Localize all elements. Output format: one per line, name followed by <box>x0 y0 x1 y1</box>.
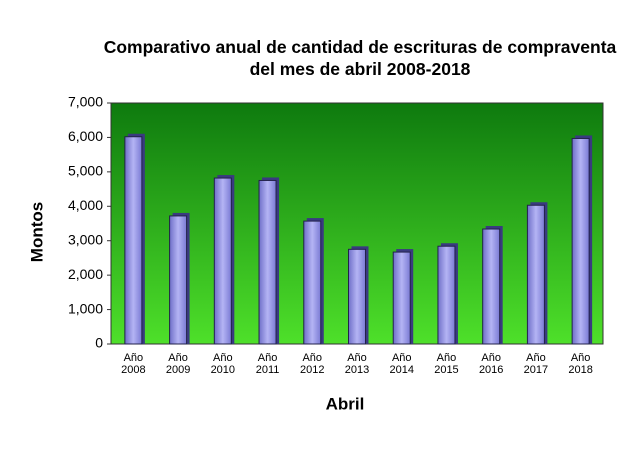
bar <box>124 136 143 345</box>
x-tick-label-line: Año <box>124 352 144 364</box>
y-tick-label: 6,000 <box>68 128 103 144</box>
x-tick-label-line: 2009 <box>166 364 190 376</box>
chart-title: Comparativo anual de cantidad de escritu… <box>103 37 617 79</box>
bar <box>348 248 366 345</box>
x-tick-label-line: Año <box>437 352 457 364</box>
bar <box>482 228 501 345</box>
bar <box>303 220 322 345</box>
x-tick-label: Año 2011 <box>256 352 280 376</box>
bar <box>571 137 590 345</box>
bar <box>169 215 188 345</box>
x-tick-label-line: 2011 <box>256 364 280 376</box>
x-tick-label: Año 2017 <box>524 352 548 376</box>
x-tick-label-line: Año <box>481 352 501 364</box>
x-tick-label-line: Año <box>526 352 546 364</box>
y-tick-label: 3,000 <box>68 231 103 247</box>
x-tick-label-line: Año <box>213 352 233 364</box>
x-tick-label-line: Año <box>302 352 322 364</box>
x-axis-label: Abril <box>326 394 365 413</box>
x-tick-label-line: 2017 <box>524 364 548 376</box>
y-tick-label: 5,000 <box>68 163 103 179</box>
x-tick-label-line: 2018 <box>568 364 592 376</box>
y-tick-label: 2,000 <box>68 266 103 282</box>
x-tick-label: Año 2016 <box>479 352 503 376</box>
x-tick-label: Año 2015 <box>434 352 458 376</box>
bar <box>526 204 545 345</box>
x-tick-label-line: 2014 <box>389 364 413 376</box>
x-tick-label-line: Año <box>347 352 367 364</box>
x-tick-label: Año 2018 <box>568 352 592 376</box>
x-tick-label-line: Año <box>168 352 188 364</box>
x-tick-label-line: 2016 <box>479 364 503 376</box>
x-tick-label-line: Año <box>392 352 412 364</box>
y-tick-label: 0 <box>95 335 103 351</box>
y-tick-label: 1,000 <box>68 300 103 316</box>
x-tick-label: Año 2014 <box>389 352 413 376</box>
x-tick-label-line: 2012 <box>300 364 324 376</box>
bar <box>392 251 411 345</box>
x-tick-label: Año 2013 <box>345 352 369 376</box>
bar <box>213 177 232 345</box>
x-tick-label: Año 2009 <box>166 352 190 376</box>
x-tick-label: Año 2010 <box>211 352 235 376</box>
x-tick-label-line: Año <box>571 352 591 364</box>
x-tick-label-line: 2010 <box>211 364 235 376</box>
bar <box>258 179 277 345</box>
x-tick-label-line: 2015 <box>434 364 458 376</box>
y-axis-label: Montos <box>27 202 46 262</box>
x-tick-label-line: 2008 <box>121 364 145 376</box>
x-tick-label: Año 2012 <box>300 352 324 376</box>
y-tick-label: 4,000 <box>68 197 103 213</box>
x-tick-label: Año 2008 <box>121 352 145 376</box>
x-tick-label-line: Año <box>258 352 278 364</box>
bar <box>437 245 456 345</box>
x-tick-label-line: 2013 <box>345 364 369 376</box>
y-tick-label: 7,000 <box>68 94 103 110</box>
